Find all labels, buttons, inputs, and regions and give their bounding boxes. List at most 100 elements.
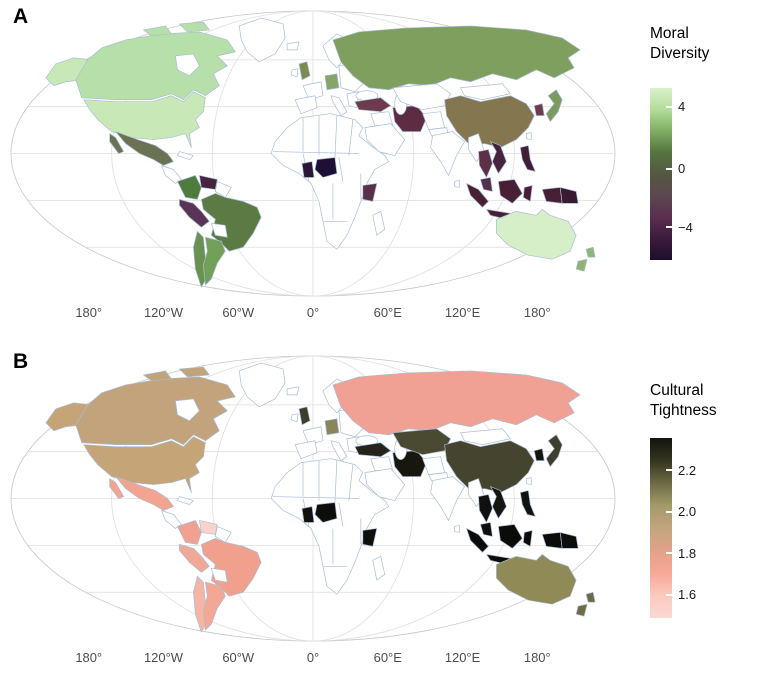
country-uk bbox=[298, 61, 311, 81]
axis-tick: 120°W bbox=[144, 650, 184, 665]
tick-mark bbox=[666, 510, 672, 513]
country-south-korea bbox=[533, 103, 545, 117]
country-china bbox=[444, 95, 535, 148]
countries bbox=[45, 362, 596, 633]
landmass-sri-lanka bbox=[454, 180, 460, 188]
country-thailand bbox=[478, 494, 493, 523]
landmass-madagascar bbox=[372, 210, 386, 236]
landmass-india bbox=[430, 476, 465, 521]
country-philippines bbox=[519, 490, 536, 517]
country-russia bbox=[332, 25, 581, 91]
country-indonesia-sumatra bbox=[466, 183, 489, 208]
landmass-italy bbox=[330, 95, 348, 117]
landmass-sri-lanka bbox=[454, 525, 460, 533]
legend-a-tick: 0 bbox=[650, 161, 686, 177]
landmass-italy bbox=[330, 440, 348, 462]
panel-a: A bbox=[0, 0, 768, 344]
country-australia bbox=[496, 554, 577, 605]
country-malaysia bbox=[480, 522, 493, 537]
legend-a-colorbar-area: 4 0 −4 bbox=[650, 88, 754, 260]
axis-tick: 120°E bbox=[445, 650, 481, 665]
country-papua-new-guinea bbox=[559, 532, 579, 549]
landmass-iberia bbox=[294, 440, 318, 460]
country-turkey bbox=[354, 97, 392, 113]
world-map-svg: 180° 120°W 60°W 0° 60°E 120°E 180° bbox=[10, 10, 616, 320]
landmass-france bbox=[302, 81, 324, 101]
landmass-madagascar bbox=[372, 555, 386, 581]
tick-label: 2.2 bbox=[678, 462, 697, 478]
tick-label: −4 bbox=[678, 219, 693, 235]
landmass-greenland bbox=[238, 17, 286, 63]
country-new-zealand-north bbox=[585, 246, 596, 258]
tick-label: 0 bbox=[678, 161, 686, 177]
country-philippines bbox=[519, 145, 536, 172]
arctic-islands-1 bbox=[143, 370, 172, 382]
axis-tick: 180° bbox=[524, 305, 551, 320]
country-kenya bbox=[362, 528, 378, 547]
countries bbox=[45, 17, 596, 288]
country-indonesia-sulawesi bbox=[522, 185, 533, 202]
country-peru bbox=[179, 199, 210, 228]
tick-mark bbox=[666, 167, 672, 170]
legend-a-title: Moral Diversity bbox=[650, 25, 710, 63]
landmass-india bbox=[430, 131, 465, 176]
hudson-bay bbox=[175, 53, 200, 77]
tick-label: 4 bbox=[678, 99, 686, 115]
country-indonesia-borneo bbox=[498, 179, 523, 204]
country-usa bbox=[83, 91, 206, 148]
country-thailand bbox=[478, 149, 493, 178]
country-russia bbox=[332, 370, 581, 436]
legend-b-colorbar bbox=[650, 438, 672, 618]
arctic-islands-2 bbox=[179, 366, 210, 378]
country-japan bbox=[545, 434, 563, 467]
country-indonesia-sulawesi bbox=[522, 530, 533, 547]
landmass-africa bbox=[270, 458, 390, 595]
country-south-korea bbox=[533, 448, 545, 462]
country-venezuela bbox=[199, 520, 218, 535]
landmass-cuba bbox=[177, 496, 194, 505]
panel-b-label: B bbox=[13, 350, 29, 373]
country-new-zealand-south bbox=[575, 603, 588, 617]
panel-b: B bbox=[0, 345, 768, 689]
country-ghana bbox=[301, 161, 315, 178]
legend-a-colorbar bbox=[650, 88, 672, 260]
country-indonesia-borneo bbox=[498, 524, 523, 549]
country-mexico-baja bbox=[109, 133, 124, 154]
country-canada bbox=[75, 31, 236, 101]
axis-tick: 180° bbox=[75, 650, 102, 665]
legend-moral-diversity: Moral Diversity 4 0 −4 bbox=[642, 0, 762, 344]
legend-a-tick: −4 bbox=[650, 219, 693, 235]
legend-b-colorbar-area: 2.2 2.0 1.8 1.6 bbox=[650, 438, 754, 618]
country-mexico-baja bbox=[109, 478, 124, 499]
country-turkey bbox=[354, 442, 392, 458]
arctic-islands-1 bbox=[143, 25, 172, 37]
landmass-arabia bbox=[364, 123, 406, 156]
country-argentina bbox=[203, 236, 226, 286]
country-china bbox=[444, 440, 535, 493]
tick-mark bbox=[666, 469, 672, 472]
country-mexico bbox=[115, 476, 174, 511]
axis-tick-labels: 180° 120°W 60°W 0° 60°E 120°E 180° bbox=[75, 650, 550, 665]
tick-label: 1.8 bbox=[678, 545, 697, 561]
country-colombia bbox=[177, 520, 202, 545]
country-canada bbox=[75, 376, 236, 446]
landmass-mongolia bbox=[460, 428, 511, 446]
landmass-taiwan bbox=[525, 132, 532, 140]
country-kazakhstan bbox=[392, 428, 451, 456]
legend-cultural-tightness: Cultural Tightness 2.2 2.0 1.8 1.6 bbox=[642, 345, 762, 689]
axis-tick: 0° bbox=[307, 305, 319, 320]
axis-tick: 180° bbox=[524, 650, 551, 665]
legend-b-tick: 1.6 bbox=[650, 587, 696, 602]
axis-tick: 60°E bbox=[374, 305, 403, 320]
country-australia bbox=[496, 209, 577, 260]
country-brazil bbox=[201, 193, 262, 252]
landmass-mongolia bbox=[460, 83, 511, 101]
landmass-iberia bbox=[294, 95, 318, 115]
tick-mark bbox=[666, 593, 672, 596]
country-mexico bbox=[115, 131, 174, 166]
country-nigeria bbox=[314, 157, 338, 178]
country-kenya bbox=[362, 183, 378, 202]
axis-tick-labels: 180° 120°W 60°W 0° 60°E 120°E 180° bbox=[75, 305, 550, 320]
country-peru bbox=[179, 544, 210, 573]
country-colombia bbox=[177, 175, 202, 200]
